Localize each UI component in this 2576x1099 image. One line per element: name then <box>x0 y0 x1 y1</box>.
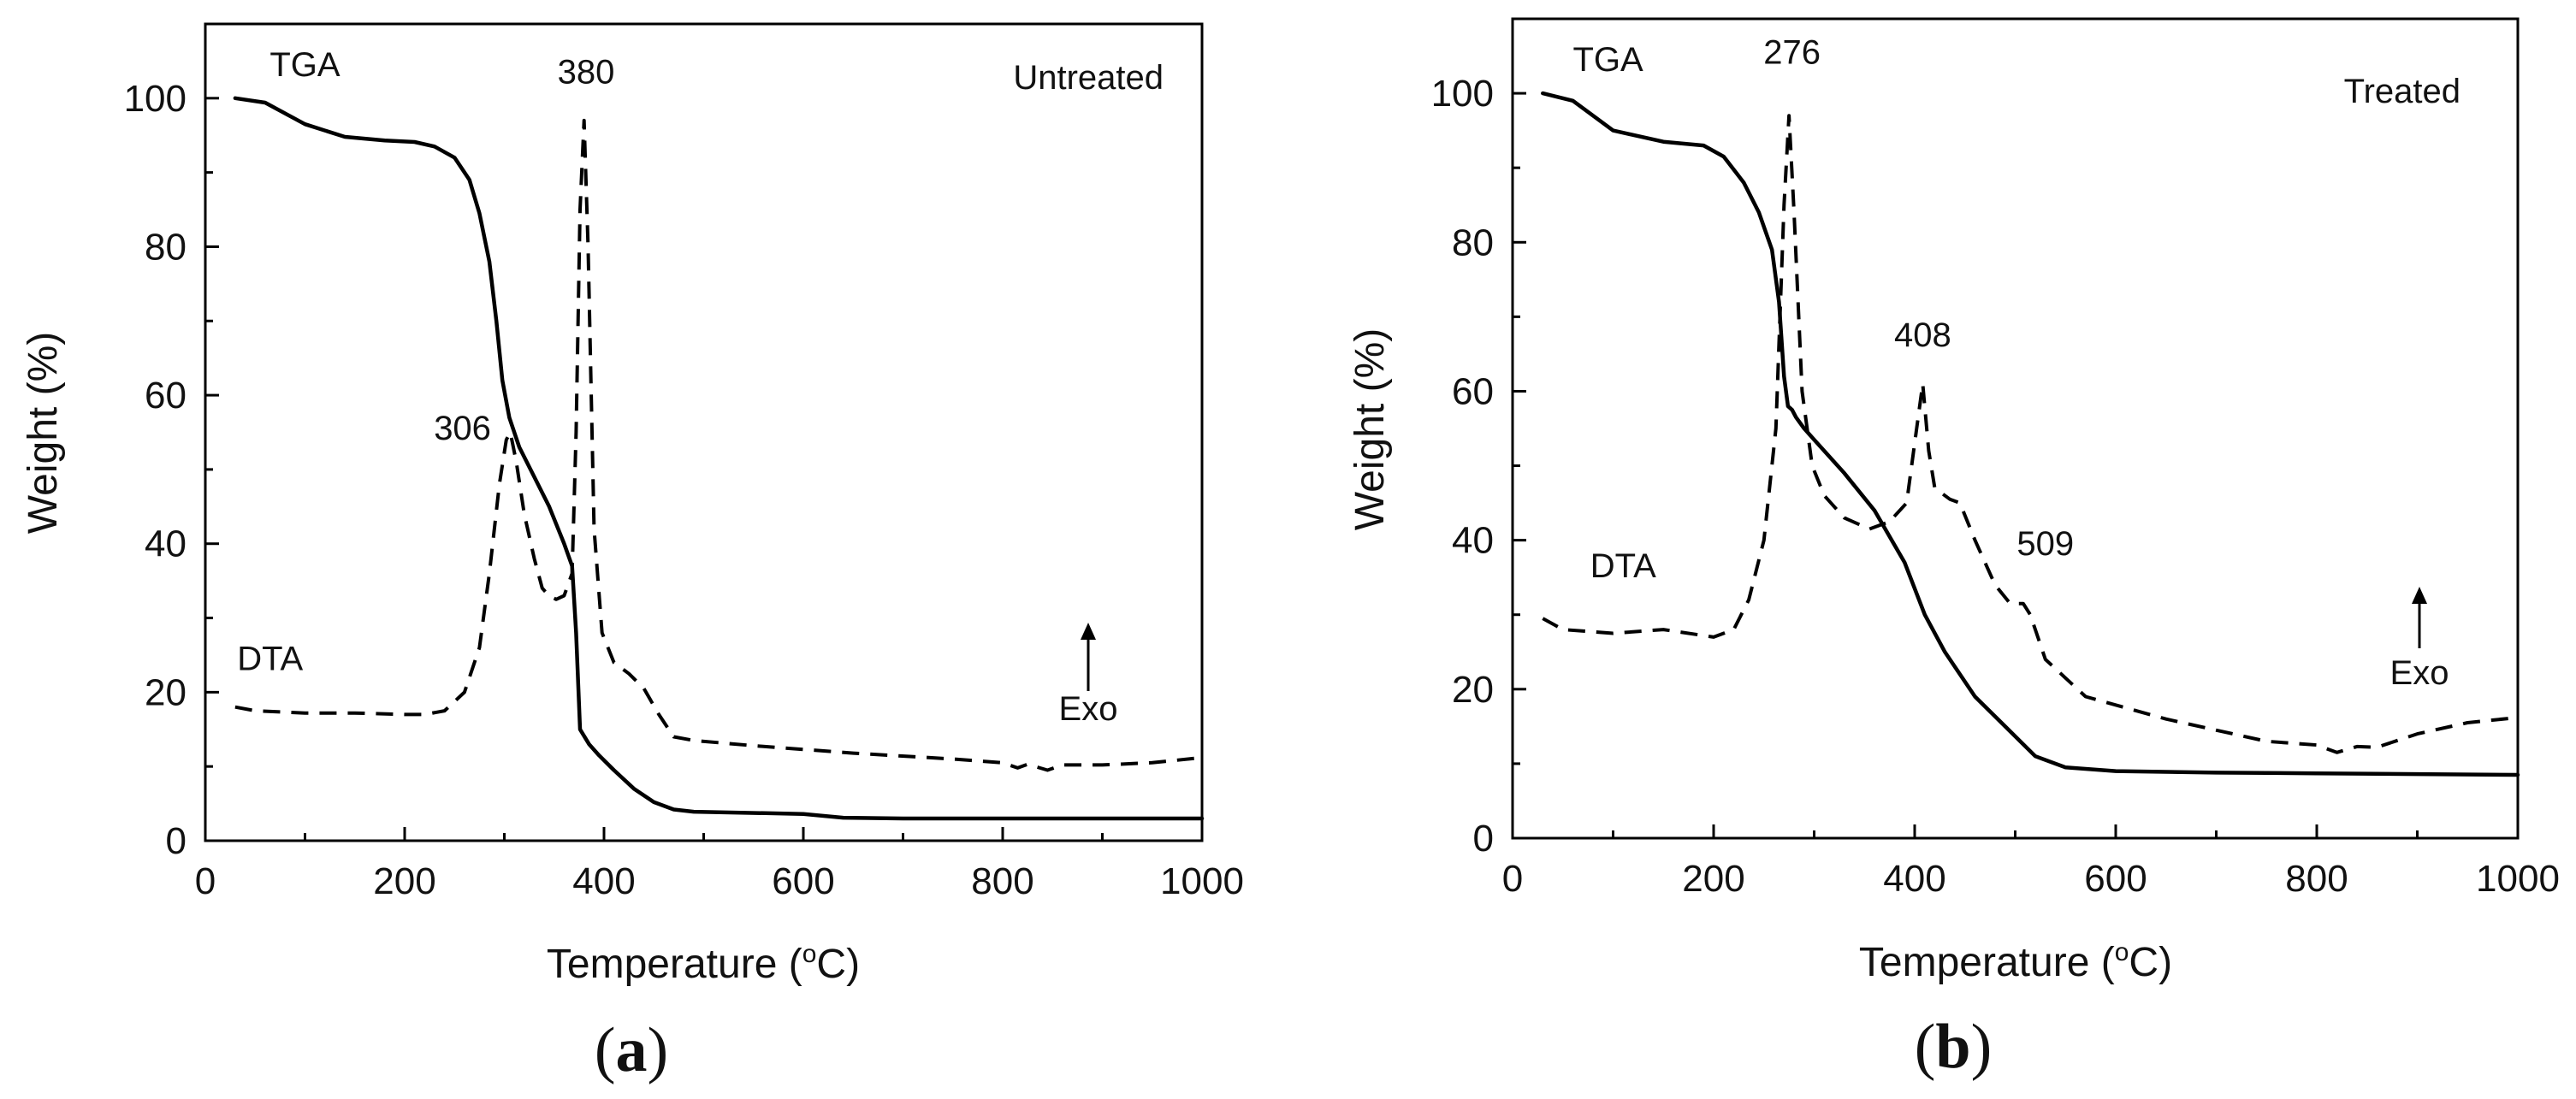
x-axis-ticks: 0 200 400 600 800 1000 <box>195 827 1244 902</box>
curve-label: DTA <box>237 640 303 677</box>
curve-label: DTA <box>1590 547 1656 585</box>
y-tick-label: 40 <box>145 523 187 565</box>
y-tick-label: 0 <box>1473 818 1494 860</box>
y-tick-label: 100 <box>124 78 187 120</box>
x-tick-label: 200 <box>1682 858 1744 900</box>
x-tick-label: 1000 <box>1160 860 1244 902</box>
y-tick-label: 60 <box>145 375 187 417</box>
chart-panel-treated: 0 200 400 600 800 1000 0 20 40 60 80 100 Treated T… <box>1347 17 2560 1082</box>
curve-annotations: TGA 276 408 509 DTA <box>1573 33 2075 585</box>
x-axis-ticks: 0 200 400 600 800 1000 <box>1502 824 2560 900</box>
dta-curve <box>234 118 1203 772</box>
x-tick-label: 400 <box>572 860 635 902</box>
sample-label: Treated <box>2344 73 2461 110</box>
sample-label: Untreated <box>1013 59 1164 97</box>
curve-annotations: TGA 380 306 DTA <box>237 46 614 678</box>
panel-label-a: (a) <box>595 1015 668 1085</box>
curve-label: 276 <box>1763 33 1821 71</box>
y-tick-label: 60 <box>1452 370 1494 412</box>
x-tick-label: 600 <box>2084 858 2147 900</box>
exo-label: Exo <box>2390 654 2449 692</box>
x-tick-label: 200 <box>373 860 435 902</box>
x-tick-label: 400 <box>1883 858 1945 900</box>
tga-curve <box>233 96 1205 821</box>
x-axis-title: Temperature (oC) <box>547 940 860 987</box>
y-tick-label: 0 <box>166 820 187 862</box>
exo-arrowhead <box>1081 623 1096 640</box>
y-tick-label: 20 <box>1452 669 1494 711</box>
dta-curve <box>1542 114 2519 754</box>
curve-label: TGA <box>1573 41 1644 79</box>
y-axis-ticks: 0 20 40 60 80 100 <box>124 78 219 862</box>
x-tick-label: 600 <box>772 860 834 902</box>
y-axis-title: Weight (%) <box>21 332 66 535</box>
curve-label: TGA <box>269 46 341 84</box>
exo-arrowhead <box>2412 587 2427 604</box>
exo-indicator: Exo <box>2390 587 2449 692</box>
curve-label: 380 <box>558 53 615 91</box>
curve-label: 408 <box>1894 316 1951 354</box>
y-axis-title: Weight (%) <box>1347 328 1393 531</box>
y-tick-label: 80 <box>1452 222 1494 263</box>
y-axis-ticks: 0 20 40 60 80 100 <box>1431 73 1526 860</box>
plot-frame <box>204 22 1204 842</box>
x-tick-label: 800 <box>2285 858 2348 900</box>
y-tick-label: 20 <box>145 671 187 713</box>
y-tick-label: 100 <box>1431 73 1494 115</box>
curve-label: 306 <box>434 410 491 447</box>
exo-label: Exo <box>1059 690 1118 728</box>
x-tick-label: 0 <box>1502 858 1523 900</box>
tga-curve <box>1541 91 2520 777</box>
y-tick-label: 40 <box>1452 520 1494 562</box>
curve-label: 509 <box>2016 525 2074 563</box>
chart-panel-untreated: 0 200 400 600 800 1000 0 20 40 60 80 100 Untreated… <box>21 22 1244 1085</box>
exo-indicator: Exo <box>1059 623 1118 728</box>
x-axis-title: Temperature (oC) <box>1859 938 2172 985</box>
panel-label-b: (b) <box>1915 1012 1992 1082</box>
x-tick-label: 0 <box>195 860 216 902</box>
y-tick-label: 80 <box>145 226 187 268</box>
x-tick-label: 800 <box>971 860 1033 902</box>
x-tick-label: 1000 <box>2476 858 2560 900</box>
